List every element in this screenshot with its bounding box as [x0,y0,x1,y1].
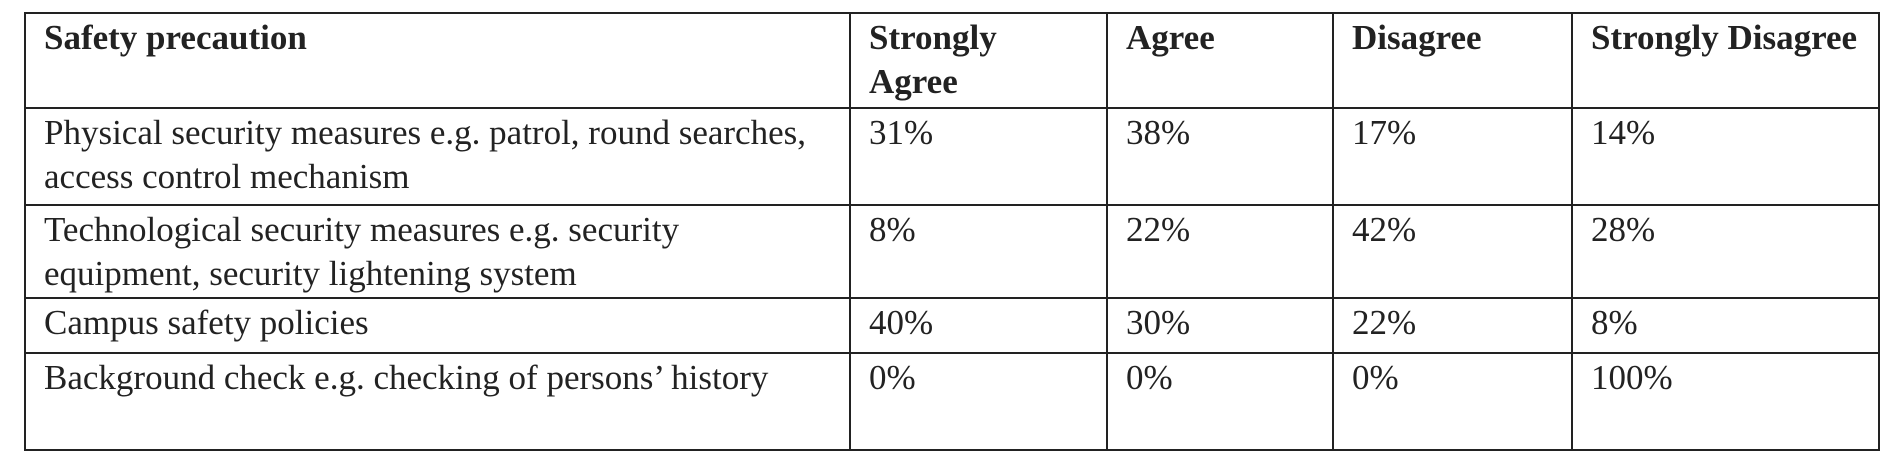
survey-table: Safety precaution Strongly Agree Agree Disa… [24,12,1880,451]
table-row: Campus safety policies 40% 30% 22% 8% [24,297,1880,354]
percent-cell: 40% [849,297,1108,354]
row-label: Technological security measures e.g. sec… [24,204,851,299]
table-row: Technological security measures e.g. sec… [24,204,1880,299]
percent-cell: 22% [1332,297,1573,354]
percent-cell: 100% [1571,352,1880,451]
header-cell: Strongly Disagree [1571,12,1880,109]
percent-cell: 0% [1106,352,1334,451]
percent-cell: 31% [849,107,1108,206]
percent-cell: 8% [1571,297,1880,354]
table-row: Background check e.g. checking of person… [24,352,1880,451]
table-body: Physical security measures e.g. patrol, … [24,107,1880,451]
percent-cell: 42% [1332,204,1573,299]
percent-cell: 14% [1571,107,1880,206]
percent-cell: 0% [1332,352,1573,451]
table-row: Physical security measures e.g. patrol, … [24,107,1880,206]
percent-cell: 22% [1106,204,1334,299]
header-cell: Strongly Agree [849,12,1108,109]
percent-cell: 8% [849,204,1108,299]
percent-cell: 38% [1106,107,1334,206]
header-cell: Agree [1106,12,1334,109]
row-label: Campus safety policies [24,297,851,354]
percent-cell: 30% [1106,297,1334,354]
header-cell: Disagree [1332,12,1573,109]
header-row: Safety precaution Strongly Agree Agree Disa… [24,12,1880,109]
percent-cell: 17% [1332,107,1573,206]
row-label: Physical security measures e.g. patrol, … [24,107,851,206]
row-label: Background check e.g. checking of person… [24,352,851,451]
percent-cell: 0% [849,352,1108,451]
percent-cell: 28% [1571,204,1880,299]
header-cell: Safety precaution [24,12,851,109]
